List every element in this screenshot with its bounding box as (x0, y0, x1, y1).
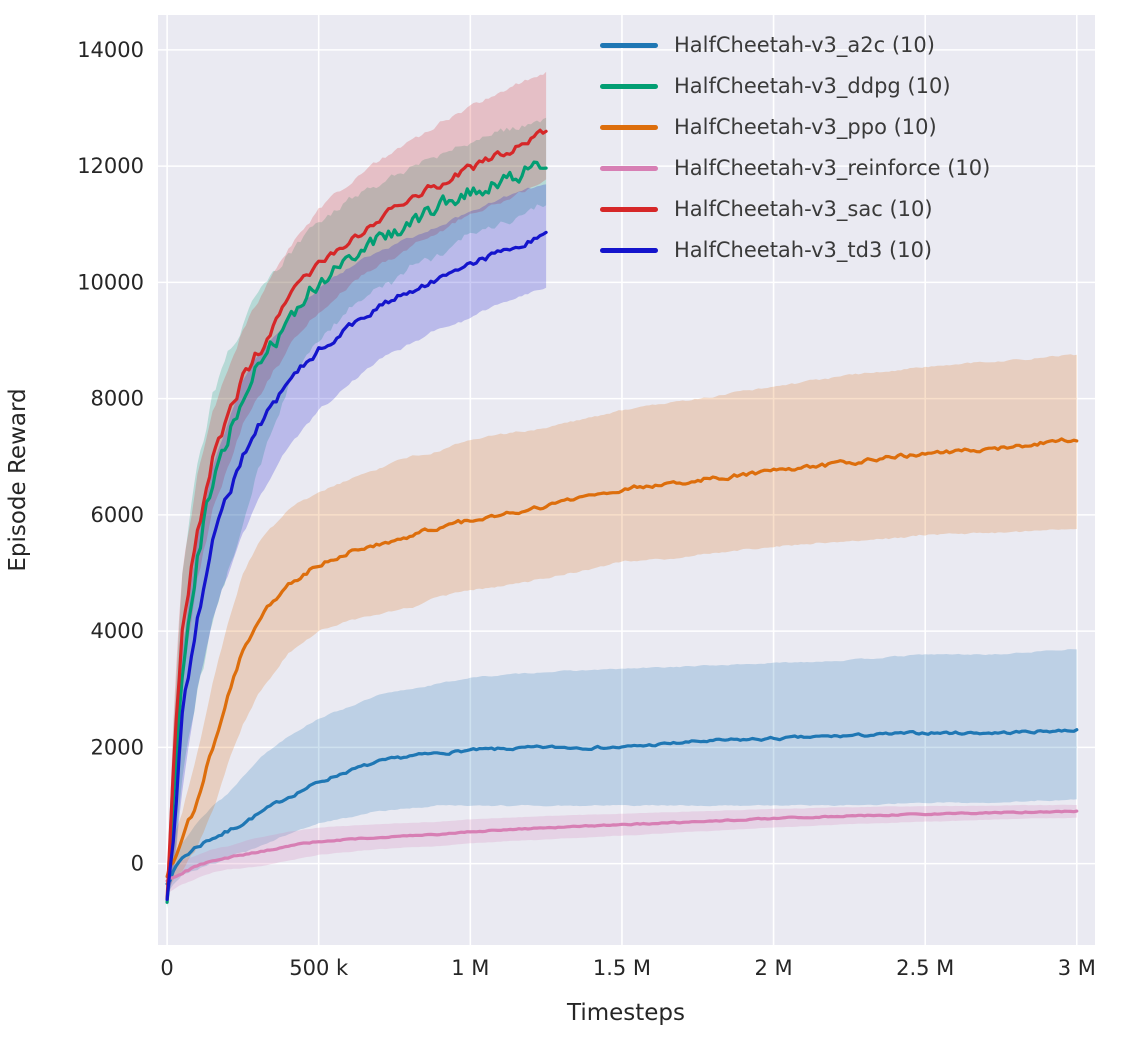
x-tick-label: 3 M (1058, 956, 1096, 980)
x-tick-label: 0 (160, 956, 173, 980)
series-line-2 (165, 437, 1079, 879)
legend-swatch (600, 247, 658, 253)
y-tick-label: 10000 (77, 270, 144, 294)
series-band-5 (167, 184, 547, 904)
legend-label: HalfCheetah-v3_a2c (10) (674, 33, 935, 57)
legend-item-5: HalfCheetah-v3_td3 (10) (600, 235, 990, 265)
x-tick-label: 2 M (754, 956, 792, 980)
x-tick-label: 500 k (289, 956, 349, 980)
series-band-3 (167, 804, 1077, 894)
series-band-1 (167, 117, 547, 909)
y-tick-label: 0 (131, 852, 144, 876)
x-axis-label: Timesteps (566, 1000, 686, 1026)
legend-label: HalfCheetah-v3_reinforce (10) (674, 156, 991, 180)
series-line-1 (165, 160, 548, 904)
x-tick-label: 2.5 M (896, 956, 954, 980)
y-tick-label: 8000 (91, 387, 144, 411)
legend-label: HalfCheetah-v3_td3 (10) (674, 238, 933, 262)
legend: HalfCheetah-v3_a2c (10) HalfCheetah-v3_dd… (600, 30, 990, 265)
legend-item-4: HalfCheetah-v3_sac (10) (600, 194, 990, 224)
y-tick-label: 2000 (91, 735, 144, 759)
legend-swatch (600, 206, 658, 212)
x-tick-label: 1 M (451, 956, 489, 980)
series-line-0 (165, 728, 1079, 886)
legend-item-1: HalfCheetah-v3_ddpg (10) (600, 71, 990, 101)
y-tick-label: 12000 (77, 154, 144, 178)
y-tick-label: 4000 (91, 619, 144, 643)
legend-swatch (600, 83, 658, 89)
series-band-2 (167, 354, 1077, 889)
series-line-5 (165, 230, 548, 901)
legend-item-3: HalfCheetah-v3_reinforce (10) (600, 153, 990, 183)
y-axis-label: Episode Reward (5, 388, 31, 572)
legend-swatch (600, 165, 658, 171)
series-band-0 (167, 649, 1077, 892)
legend-label: HalfCheetah-v3_ddpg (10) (674, 74, 951, 98)
y-tick-label: 6000 (91, 503, 144, 527)
legend-swatch (600, 42, 658, 48)
legend-item-2: HalfCheetah-v3_ppo (10) (600, 112, 990, 142)
line-layer (165, 128, 1079, 904)
y-tick-label: 14000 (77, 38, 144, 62)
x-tick-label: 1.5 M (593, 956, 651, 980)
series-line-4 (165, 128, 548, 901)
legend-label: HalfCheetah-v3_sac (10) (674, 197, 933, 221)
legend-label: HalfCheetah-v3_ppo (10) (674, 115, 937, 139)
legend-swatch (600, 124, 658, 130)
legend-item-0: HalfCheetah-v3_a2c (10) (600, 30, 990, 60)
series-line-3 (165, 809, 1079, 883)
